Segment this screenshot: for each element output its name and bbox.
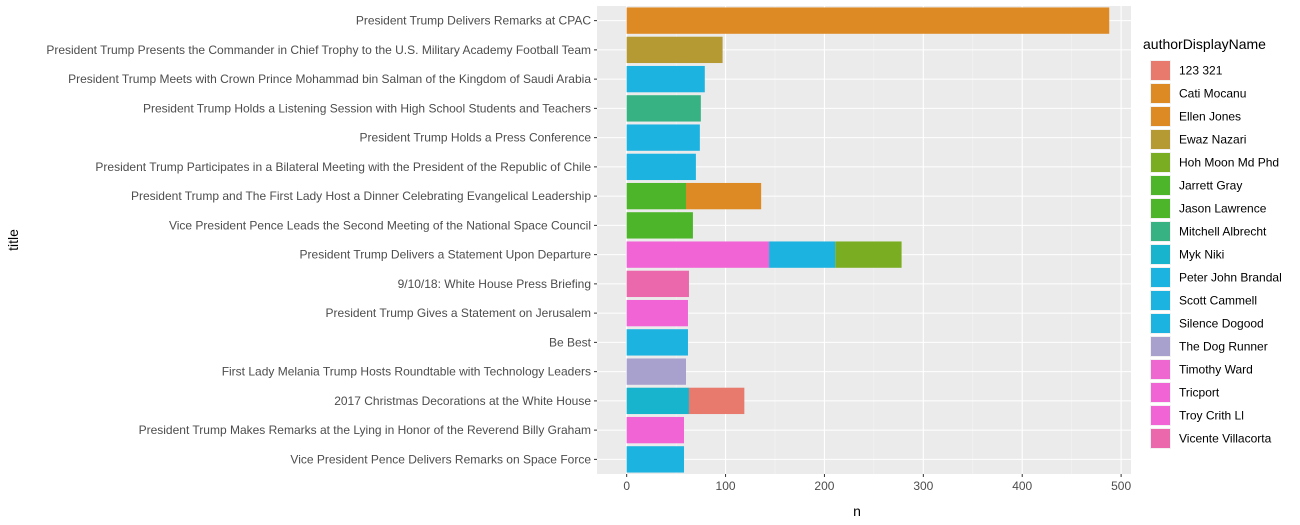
y-tick-label: President Trump Holds a Press Conference [360,131,592,145]
legend-label: Hoh Moon Md Phd [1179,156,1279,170]
legend-label: Scott Cammell [1179,294,1257,308]
y-tick-label: President Trump Delivers a Statement Upo… [300,248,592,262]
bar-segment [626,124,700,151]
x-tick-label: 200 [814,479,834,493]
y-tick-label: 2017 Christmas Decorations at the White … [334,394,591,408]
bar-segment [626,212,693,239]
legend-label: Jarrett Gray [1179,179,1242,193]
legend-key [1151,429,1170,448]
y-tick-label: President Trump and The First Lady Host … [131,189,591,203]
legend-label: Peter John Brandal [1179,271,1282,285]
legend-label: Cati Mocanu [1179,87,1246,101]
legend-label: The Dog Runner [1179,340,1268,354]
bar-segment [626,416,685,444]
y-tick-label: President Trump Delivers Remarks at CPAC [356,14,592,28]
legend-label: Ewaz Nazari [1179,133,1246,147]
legend-label: 123 321 [1179,64,1223,78]
y-tick-label: President Trump Meets with Crown Prince … [68,72,591,86]
legend-label: Mitchell Albrecht [1179,225,1267,239]
x-tick-label: 300 [913,479,933,493]
bar-segment [626,387,689,415]
x-tick-label: 500 [1111,479,1131,493]
y-tick-label: President Trump Gives a Statement on Jer… [326,306,591,320]
legend-key [1151,268,1170,287]
legend: authorDisplayName 123 321 Cati Mocanu Elle… [1143,36,1282,449]
y-axis: President Trump Delivers Remarks at CPAC… [46,14,597,466]
bar-segment [686,182,762,210]
y-tick-label: President Trump Makes Remarks at the Lyi… [139,423,591,437]
legend-key [1151,199,1170,218]
bar-segment [626,95,701,122]
bar-segment [688,387,745,415]
legend-label: Jason Lawrence [1179,202,1267,216]
bar-segment [769,241,836,268]
bar-segment [626,7,1110,34]
y-tick-label: President Trump Participates in a Bilate… [95,160,591,174]
legend-key [1151,130,1170,149]
bar-segment [626,358,686,385]
grid-major [597,6,1131,474]
bar-segment [626,65,705,93]
legend-key [1151,176,1170,195]
y-tick-label: 9/10/18: White House Press Briefing [398,277,591,291]
x-axis-title: n [853,503,861,519]
y-tick-label: President Trump Holds a Listening Sessio… [143,101,591,115]
y-tick-label: President Trump Presents the Commander i… [46,43,591,57]
y-axis-title: title [5,229,21,251]
y-tick-label: Vice President Pence Leads the Second Me… [169,218,591,232]
legend-label: Troy Crith Ll [1179,409,1244,423]
legend-label: Timothy Ward [1179,363,1253,377]
bars [626,7,1110,473]
bar-segment [626,270,689,298]
legend-key [1151,314,1170,333]
legend-key [1151,107,1170,126]
bar-segment [626,36,723,64]
legend-key [1151,383,1170,402]
x-tick-label: 400 [1012,479,1032,493]
bar-segment [835,241,902,268]
legend-label: Vicente Villacorta [1179,432,1272,446]
legend-label: Tricport [1179,386,1220,400]
legend-label: Myk Niki [1179,248,1224,262]
bar-segment [626,299,688,327]
legend-key [1151,406,1170,425]
x-axis: 0 100 200 300 400 500 [623,474,1131,493]
bar-segment [626,153,696,181]
y-tick-label: First Lady Melania Trump Hosts Roundtabl… [222,365,591,379]
legend-key [1151,291,1170,310]
legend-key [1151,337,1170,356]
bar-segment [626,446,685,473]
legend-key [1151,360,1170,379]
legend-label: Ellen Jones [1179,110,1241,124]
legend-label: Silence Dogood [1179,317,1264,331]
x-tick-label: 100 [716,479,736,493]
legend-key [1151,84,1170,103]
y-tick-label: Vice President Pence Delivers Remarks on… [290,452,591,466]
bar-segment [626,241,770,268]
legend-key [1151,245,1170,264]
bar-segment [626,182,686,210]
y-tick-label: Be Best [549,335,592,349]
legend-key [1151,222,1170,241]
bar-segment [626,329,688,356]
legend-title: authorDisplayName [1143,36,1266,52]
legend-key [1151,61,1170,80]
legend-key [1151,153,1170,172]
x-tick-label: 0 [623,479,630,493]
